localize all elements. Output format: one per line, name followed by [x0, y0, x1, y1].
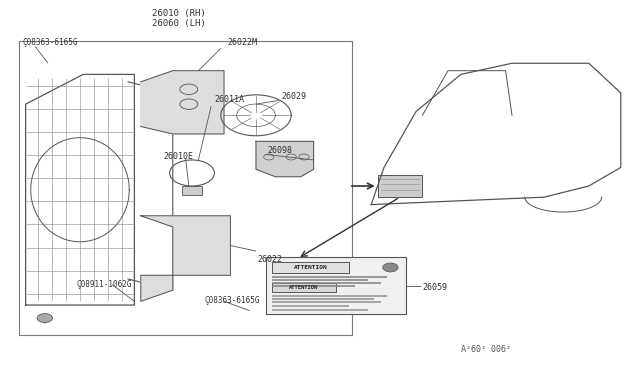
- Bar: [266, 257, 406, 314]
- Bar: [192, 259, 205, 266]
- Text: 26098: 26098: [268, 147, 292, 155]
- Circle shape: [37, 314, 52, 323]
- Bar: [182, 186, 202, 195]
- Text: A²60² 006²: A²60² 006²: [461, 344, 511, 353]
- Text: 26011A: 26011A: [214, 95, 244, 104]
- Bar: [204, 85, 220, 94]
- Text: Ç08363-6165G: Ç08363-6165G: [22, 38, 78, 46]
- Text: 26059: 26059: [422, 283, 447, 292]
- Polygon shape: [256, 141, 314, 177]
- Text: ATTENTION: ATTENTION: [294, 265, 327, 270]
- Text: 26029: 26029: [282, 92, 307, 101]
- Bar: [19, 41, 352, 335]
- Text: Ç08363-6165G: Ç08363-6165G: [205, 296, 260, 305]
- Bar: [211, 259, 224, 266]
- Polygon shape: [141, 71, 224, 134]
- Bar: [204, 100, 220, 109]
- Text: 26022M: 26022M: [227, 38, 257, 46]
- Polygon shape: [141, 216, 230, 301]
- Bar: [272, 283, 336, 292]
- Bar: [272, 262, 349, 273]
- Text: Ç08911-1062G: Ç08911-1062G: [77, 280, 132, 289]
- Circle shape: [383, 263, 398, 272]
- Text: ATTENTION: ATTENTION: [289, 285, 319, 290]
- Bar: [173, 259, 186, 266]
- Text: 26022: 26022: [258, 255, 283, 264]
- Text: 26010 (RH)
26060 (LH): 26010 (RH) 26060 (LH): [152, 9, 206, 28]
- Bar: [378, 175, 422, 197]
- Text: 26010E: 26010E: [163, 152, 193, 161]
